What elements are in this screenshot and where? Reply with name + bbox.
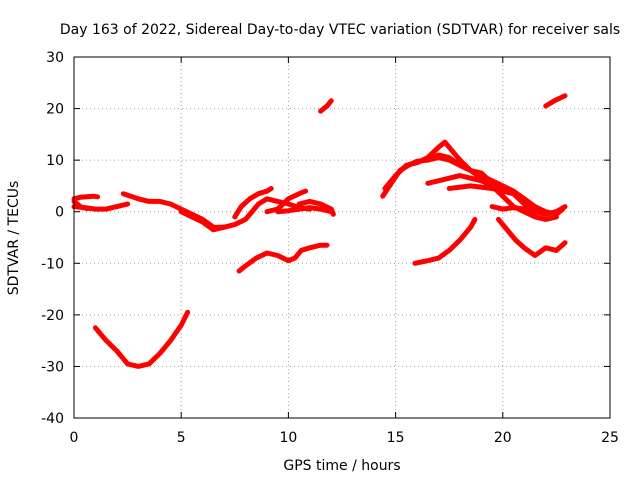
series-arc-12 bbox=[318, 98, 334, 114]
series-arc-6 bbox=[232, 186, 274, 220]
y-tick-label: 10 bbox=[46, 153, 64, 169]
series-arc-19 bbox=[412, 216, 478, 266]
y-tick-label: -10 bbox=[41, 256, 64, 272]
y-tick-label: -30 bbox=[41, 359, 64, 375]
series-arc-8 bbox=[275, 205, 334, 215]
x-axis-label: GPS time / hours bbox=[283, 458, 400, 474]
x-tick-label: 10 bbox=[279, 430, 297, 446]
series-arc-20 bbox=[496, 216, 568, 258]
x-tick-label: 20 bbox=[494, 430, 512, 446]
y-tick-label: -20 bbox=[41, 308, 64, 324]
series-arc-17 bbox=[446, 183, 538, 212]
series-arc-10 bbox=[92, 309, 191, 369]
series-arc-1 bbox=[71, 193, 101, 202]
x-tick-label: 15 bbox=[387, 430, 405, 446]
axis-ticks: 0 5 10 15 20 25 -40 -30 -20 -10 0 10 20 30 bbox=[41, 50, 619, 446]
series-group bbox=[71, 93, 568, 369]
y-axis-label: SDTVAR / TECUs bbox=[6, 181, 22, 296]
series-arc-11 bbox=[236, 242, 330, 274]
y-tick-label: -40 bbox=[41, 411, 64, 427]
grid bbox=[74, 57, 610, 418]
y-tick-label: 0 bbox=[55, 205, 64, 221]
series-arc-18 bbox=[489, 204, 568, 217]
series-arc-3 bbox=[71, 198, 90, 212]
x-tick-label: 5 bbox=[177, 430, 186, 446]
y-tick-label: 30 bbox=[46, 50, 64, 66]
series-arc-16 bbox=[425, 173, 559, 222]
y-tick-label: 20 bbox=[46, 102, 64, 118]
series-arc-9 bbox=[296, 198, 336, 217]
series-arc-21 bbox=[543, 93, 568, 109]
x-tick-label: 0 bbox=[70, 430, 79, 446]
series-arc-15 bbox=[425, 152, 495, 186]
x-tick-label: 25 bbox=[601, 430, 619, 446]
chart-title: Day 163 of 2022, Sidereal Day-to-day VTE… bbox=[60, 22, 620, 38]
series-arc-5 bbox=[178, 209, 227, 233]
plot-frame bbox=[73, 56, 611, 419]
series-arc-7 bbox=[264, 188, 309, 215]
